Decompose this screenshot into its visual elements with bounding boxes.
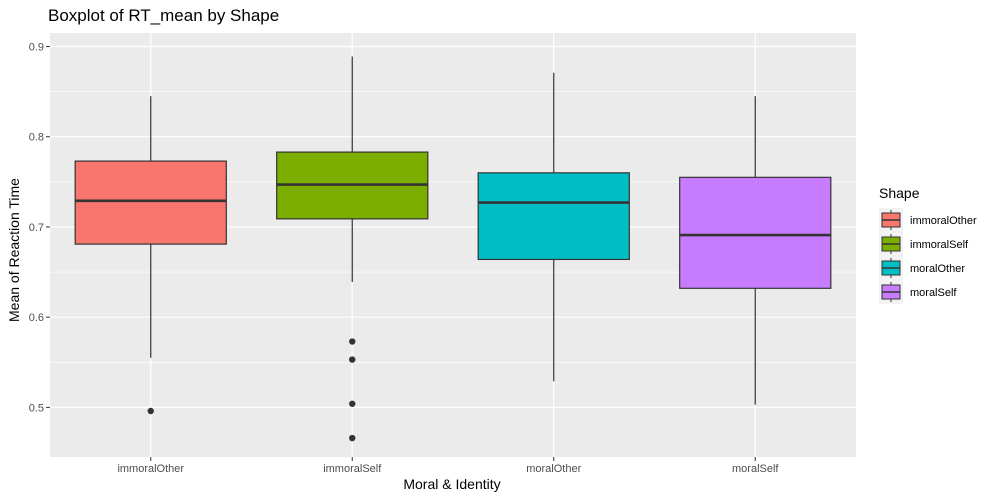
boxes <box>74 56 832 442</box>
box-moralOther <box>477 72 630 382</box>
outlier-point <box>349 434 356 442</box>
legend-item-moralOther: moralOther <box>879 256 965 280</box>
x-axis: immoralOther immoralSelf moralOther moralSe… <box>117 457 779 475</box>
x-tick-label: moralSelf <box>732 463 779 475</box>
box-immoralOther <box>74 96 227 415</box>
chart-title: Boxplot of RT_mean by Shape <box>48 6 279 25</box>
legend-title: Shape <box>879 185 920 201</box>
y-axis: 0.5 0.6 0.7 0.8 0.9 <box>29 42 50 414</box>
legend-label: immoralOther <box>910 215 977 227</box>
legend-label: moralOther <box>910 263 965 275</box>
legend: Shape immoralOther immoralSelf moralOther m… <box>879 185 977 304</box>
outlier-point <box>349 338 356 345</box>
legend-item-immoralOther: immoralOther <box>879 208 977 232</box>
x-tick-label: moralOther <box>526 463 581 475</box>
iqr-box <box>477 172 630 261</box>
box-immoralSelf <box>276 56 429 442</box>
y-axis-title: Mean of Reaction Time <box>6 178 22 322</box>
iqr-box <box>74 160 227 245</box>
x-tick-label: immoralSelf <box>323 463 382 475</box>
iqr-box <box>679 176 832 289</box>
legend-item-moralSelf: moralSelf <box>879 280 957 304</box>
y-tick-label: 0.8 <box>29 132 44 144</box>
x-tick-label: immoralOther <box>117 463 184 475</box>
box-moralSelf <box>679 96 832 405</box>
legend-label: moralSelf <box>910 287 957 299</box>
y-tick-label: 0.9 <box>29 42 44 54</box>
outlier-point <box>147 407 154 415</box>
legend-item-immoralSelf: immoralSelf <box>879 232 969 256</box>
y-tick-label: 0.5 <box>29 402 44 414</box>
legend-label: immoralSelf <box>910 239 969 251</box>
y-tick-label: 0.6 <box>29 312 44 324</box>
x-axis-title: Moral & Identity <box>403 476 500 492</box>
outlier-point <box>349 400 356 407</box>
y-tick-label: 0.7 <box>29 222 44 234</box>
outlier-point <box>349 356 356 363</box>
